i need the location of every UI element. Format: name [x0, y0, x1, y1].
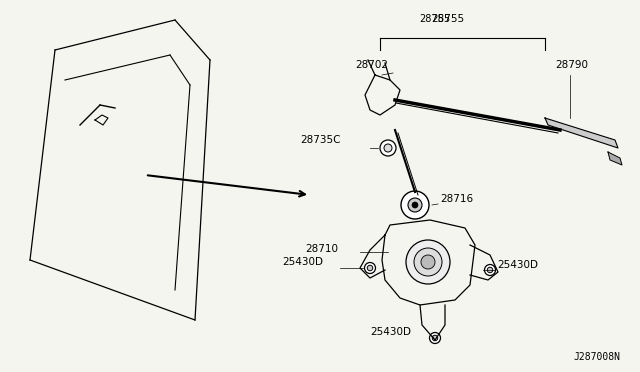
Circle shape [384, 144, 392, 152]
Text: 25430D: 25430D [370, 327, 411, 337]
Text: 28755: 28755 [431, 14, 465, 24]
Circle shape [365, 263, 376, 273]
Text: 25430D: 25430D [497, 260, 538, 270]
Circle shape [401, 191, 429, 219]
Circle shape [487, 267, 493, 273]
Text: 25430D: 25430D [282, 257, 323, 267]
Text: 28710: 28710 [305, 244, 338, 254]
Circle shape [406, 240, 450, 284]
Circle shape [421, 255, 435, 269]
Text: 28716: 28716 [440, 194, 473, 204]
Text: 28755: 28755 [419, 14, 451, 24]
Circle shape [432, 335, 438, 341]
Circle shape [412, 202, 418, 208]
Circle shape [429, 333, 440, 343]
Polygon shape [545, 118, 618, 148]
Circle shape [367, 265, 372, 271]
Circle shape [380, 140, 396, 156]
Text: J287008N: J287008N [573, 352, 620, 362]
Circle shape [408, 198, 422, 212]
Circle shape [484, 264, 495, 276]
Circle shape [414, 248, 442, 276]
Text: 28735C: 28735C [300, 135, 340, 145]
Polygon shape [608, 152, 622, 165]
Text: 28702: 28702 [355, 60, 388, 70]
Text: 28790: 28790 [555, 60, 588, 70]
